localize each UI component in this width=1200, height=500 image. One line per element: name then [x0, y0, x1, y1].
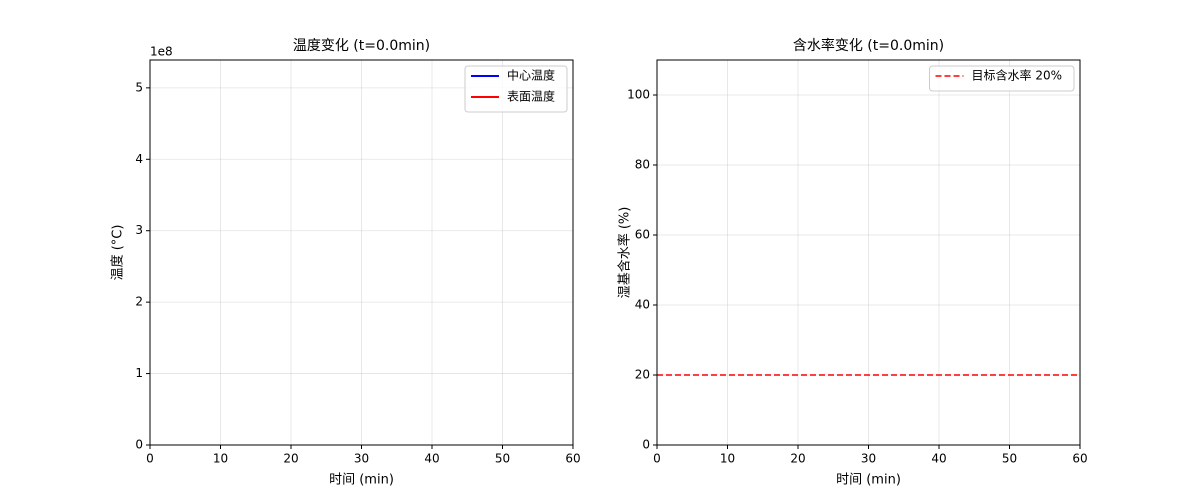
- legend-label: 中心温度: [507, 68, 555, 83]
- chart-title: 含水率变化 (t=0.0min): [793, 37, 944, 54]
- y-tick-label: 20: [635, 368, 650, 382]
- y-axis-label: 湿基含水率 (%): [617, 207, 633, 299]
- y-tick-label: 0: [135, 438, 143, 452]
- x-tick-label: 60: [1072, 452, 1087, 466]
- x-axis-label: 时间 (min): [329, 473, 394, 488]
- y-offset-text: 1e8: [150, 45, 173, 59]
- y-tick-label: 5: [135, 80, 143, 94]
- x-tick-label: 60: [565, 452, 580, 466]
- y-tick-label: 2: [135, 295, 143, 309]
- y-tick-label: 60: [635, 228, 650, 242]
- legend-box: [464, 65, 568, 113]
- x-tick-label: 20: [790, 452, 805, 466]
- legend-label: 目标含水率 20%: [972, 68, 1063, 83]
- y-tick-label: 100: [627, 88, 650, 102]
- x-tick-label: 30: [861, 452, 876, 466]
- x-tick-label: 40: [931, 452, 946, 466]
- y-tick-label: 0: [642, 438, 650, 452]
- x-tick-label: 0: [146, 452, 154, 466]
- y-tick-label: 80: [635, 158, 650, 172]
- x-tick-label: 10: [720, 452, 735, 466]
- x-tick-label: 50: [1002, 452, 1017, 466]
- legend: 目标含水率 20%: [929, 65, 1075, 92]
- chart-title: 温度变化 (t=0.0min): [293, 38, 430, 54]
- legend-label: 表面温度: [507, 89, 555, 104]
- y-axis-label: 温度 (°C): [110, 225, 126, 281]
- y-tick-label: 3: [135, 223, 143, 237]
- x-tick-label: 0: [653, 452, 661, 466]
- y-tick-label: 40: [635, 298, 650, 312]
- legend-box: [929, 65, 1075, 92]
- axes-frame: [149, 59, 574, 446]
- axes-frame: [656, 59, 1081, 446]
- x-axis-label: 时间 (min): [836, 473, 901, 488]
- x-tick-label: 50: [495, 452, 510, 466]
- x-tick-label: 10: [213, 452, 228, 466]
- x-tick-label: 20: [283, 452, 298, 466]
- x-tick-label: 30: [354, 452, 369, 466]
- y-tick-label: 1: [135, 366, 143, 380]
- y-tick-label: 4: [135, 152, 143, 166]
- x-tick-label: 40: [424, 452, 439, 466]
